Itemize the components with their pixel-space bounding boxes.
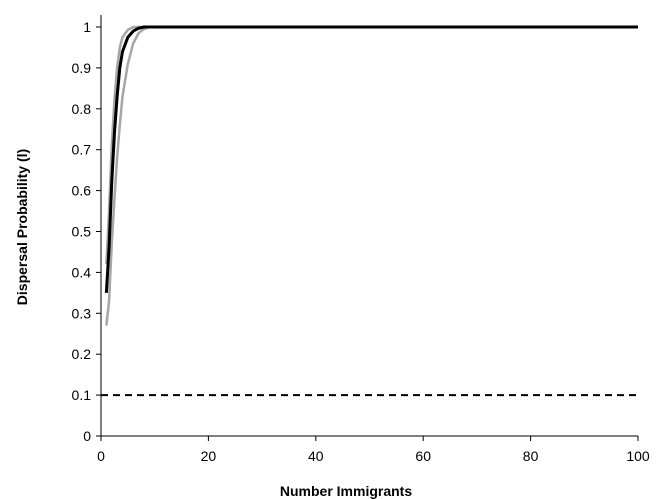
y-tick-label: 0.3 (72, 305, 92, 321)
x-tick-label: 40 (308, 448, 324, 464)
tick-layer: 0 0.1 0.2 0.3 0.4 0.5 0.6 0.7 0.8 0.9 1 0 20 40 60 80 10… (72, 19, 650, 464)
x-tick-label: 0 (97, 448, 105, 464)
y-tick-label: 0.6 (72, 183, 92, 199)
x-tick-label: 20 (201, 448, 217, 464)
axis-layer (100, 15, 638, 437)
y-tick-label: 0.9 (72, 60, 92, 76)
y-tick-label: 0 (83, 428, 91, 444)
y-tick-label: 0.1 (72, 387, 92, 403)
series-line-0 (104, 25, 638, 293)
x-tick-label: 60 (415, 448, 431, 464)
y-axis-title: Dispersal Probability (l) (14, 149, 30, 305)
y-tick-label: 0.4 (72, 264, 92, 280)
series-line-1 (105, 25, 638, 326)
series-line-2 (105, 25, 638, 265)
x-tick-label: 80 (523, 448, 539, 464)
x-tick-label: 100 (626, 448, 650, 464)
series-layer (101, 25, 638, 397)
y-tick-label: 0.2 (72, 346, 92, 362)
x-axis-title: Number Immigrants (280, 483, 412, 499)
y-tick-label: 0.7 (72, 142, 92, 158)
y-tick-label: 1 (83, 19, 91, 35)
y-tick-label: 0.5 (72, 224, 92, 240)
y-tick-label: 0.8 (72, 101, 92, 117)
